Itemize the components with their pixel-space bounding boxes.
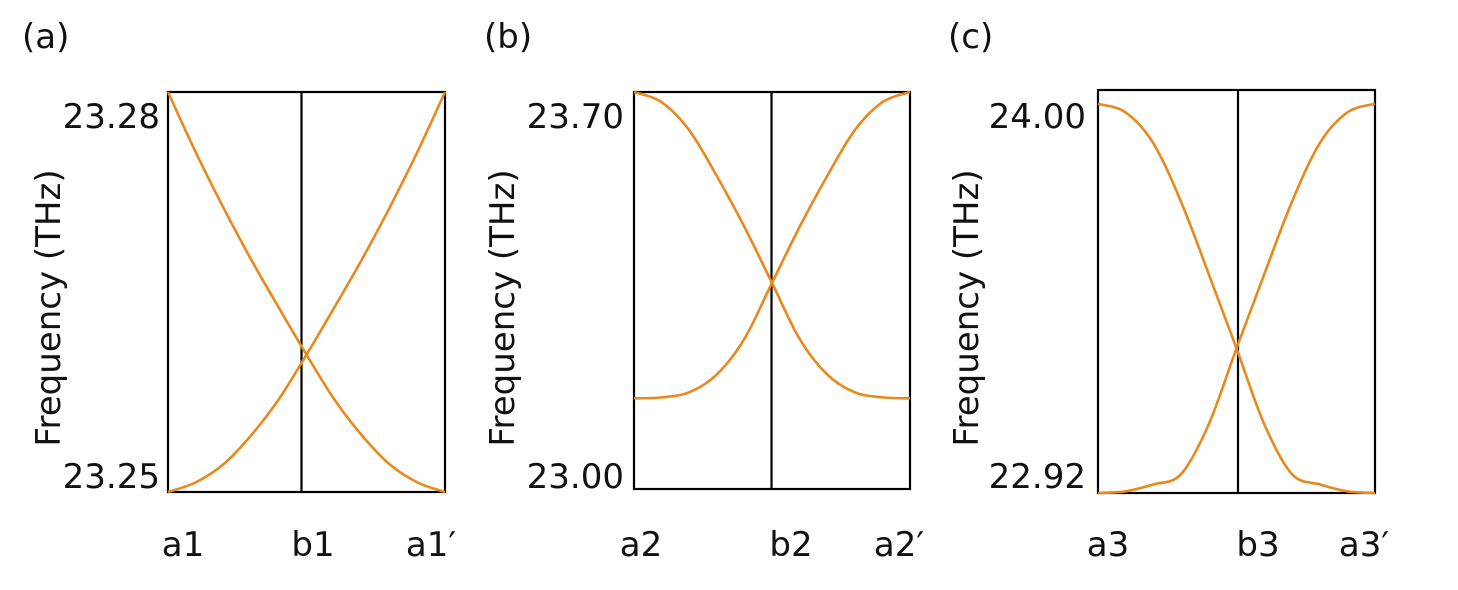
series-a-descending bbox=[166, 91, 446, 494]
y-axis-title-c: Frequency (THz) bbox=[947, 169, 987, 446]
x-tick-label-c-right: a3′ bbox=[1339, 525, 1389, 565]
y-tick-label-a-bottom: 23.25 bbox=[63, 457, 160, 497]
y-tick-label-b-bottom: 23.00 bbox=[527, 457, 624, 497]
y-axis-title-a: Frequency (THz) bbox=[29, 169, 69, 446]
x-tick-label-c-left: a3 bbox=[1087, 525, 1129, 565]
series-c-ascending bbox=[1097, 102, 1376, 495]
panel-label-b: (b) bbox=[484, 17, 532, 57]
panel-c: (c) Frequency (THz) 24.00 22.92 a3 b3 a3… bbox=[947, 17, 1389, 565]
x-tick-label-a-left: a1 bbox=[162, 525, 204, 565]
y-tick-label-c-bottom: 22.92 bbox=[989, 457, 1086, 497]
x-tick-label-b-right: a2′ bbox=[874, 525, 924, 565]
x-tick-label-b-mid: b2 bbox=[769, 525, 812, 565]
y-axis-title-b: Frequency (THz) bbox=[483, 169, 523, 446]
x-tick-label-c-mid: b3 bbox=[1236, 525, 1279, 565]
y-tick-label-b-top: 23.70 bbox=[527, 97, 624, 137]
plot-frame-c bbox=[1096, 88, 1377, 495]
panel-label-a: (a) bbox=[22, 17, 69, 57]
series-a-ascending bbox=[167, 91, 447, 494]
x-tick-label-a-right: a1′ bbox=[406, 525, 456, 565]
y-tick-label-c-top: 24.00 bbox=[989, 97, 1086, 137]
panel-a: (a) Frequency (THz) 23.28 23.25 a1 b1 a1… bbox=[22, 17, 456, 565]
panel-label-c: (c) bbox=[948, 17, 993, 57]
series-c-descending bbox=[1097, 102, 1376, 495]
series-b-ascending bbox=[633, 90, 911, 400]
x-tick-label-a-mid: b1 bbox=[291, 525, 334, 565]
plot-frame-a bbox=[166, 90, 447, 494]
panel-b: (b) Frequency (THz) 23.70 23.00 a2 b2 a2… bbox=[483, 17, 924, 565]
x-tick-label-b-left: a2 bbox=[620, 525, 662, 565]
y-tick-label-a-top: 23.28 bbox=[63, 97, 160, 137]
